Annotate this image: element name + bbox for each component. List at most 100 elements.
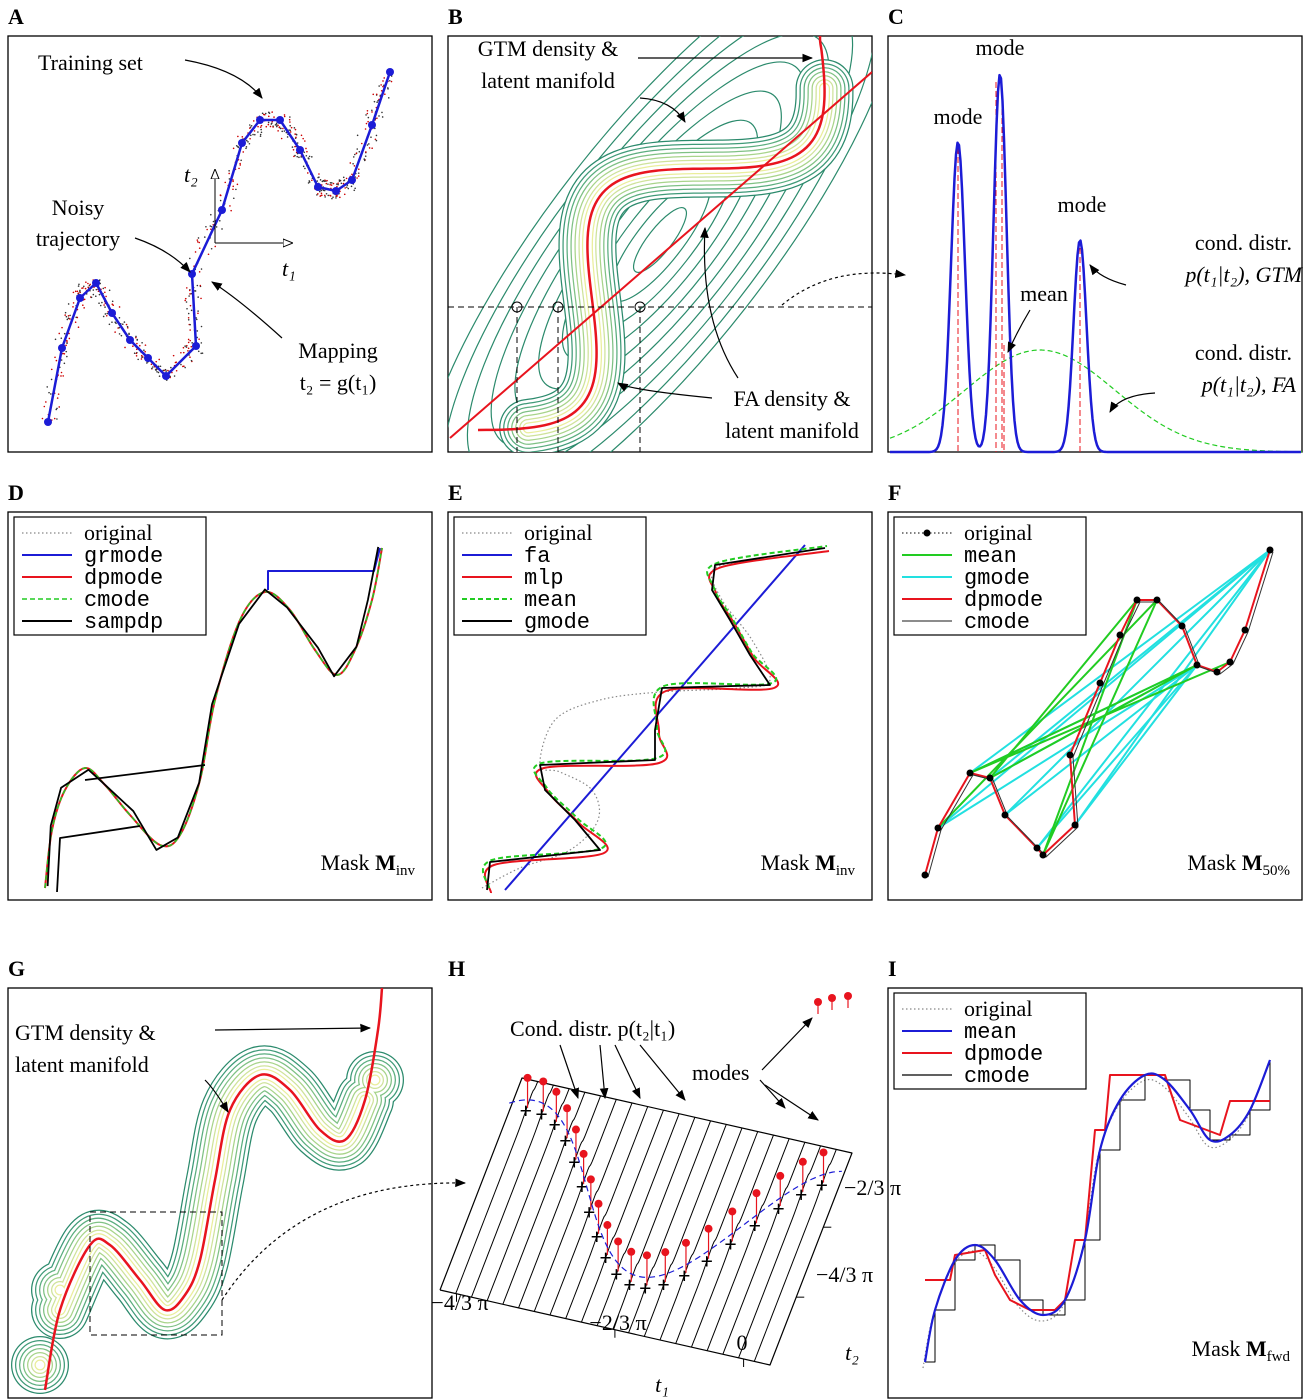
training-point <box>291 146 294 148</box>
mode-point <box>681 1238 690 1247</box>
training-point <box>302 165 305 168</box>
training-point <box>387 87 389 89</box>
trajectory-point <box>386 68 394 76</box>
training-point <box>198 271 201 273</box>
legend-label: mean <box>524 588 577 613</box>
original-point <box>1178 622 1186 630</box>
training-point <box>241 136 244 138</box>
training-point <box>206 228 208 231</box>
mode-point <box>586 1175 595 1184</box>
training-point <box>162 369 164 372</box>
mean-curve <box>923 1059 1272 1363</box>
annotation-arrow <box>639 1044 686 1101</box>
training-point <box>57 393 60 395</box>
training-point <box>286 136 289 138</box>
training-point <box>214 245 217 248</box>
conditional-curve <box>675 1131 759 1344</box>
training-point <box>198 247 201 249</box>
mlp-curve <box>483 550 830 894</box>
training-point <box>43 405 46 408</box>
training-point <box>111 300 114 303</box>
training-point <box>236 183 239 186</box>
training-point <box>279 127 282 130</box>
training-point <box>254 133 256 136</box>
training-point <box>336 195 338 197</box>
legend-label: original <box>524 520 592 545</box>
training-point <box>270 123 273 125</box>
training-point <box>219 199 222 202</box>
legend-label: dpmode <box>964 588 1043 613</box>
mask-word: Mask <box>1192 1336 1241 1361</box>
training-point <box>387 97 390 99</box>
mean-marker: + <box>816 1172 829 1197</box>
panel-frame <box>447 511 873 901</box>
training-point <box>337 183 339 186</box>
training-point <box>203 236 206 238</box>
original-point <box>966 769 974 777</box>
training-point <box>232 179 234 181</box>
training-point <box>189 356 191 358</box>
training-point <box>114 331 116 333</box>
training-point <box>187 318 190 321</box>
training-point <box>325 182 328 185</box>
mode-point <box>603 1221 612 1230</box>
training-point <box>288 129 290 131</box>
mask-symbol: M <box>1246 1336 1267 1361</box>
training-point <box>259 126 262 128</box>
training-point <box>271 111 273 113</box>
gmode-curve <box>486 547 826 891</box>
mode-point <box>642 1251 651 1260</box>
training-point <box>264 112 267 115</box>
training-point <box>319 195 322 197</box>
mask-label: Mask Minv <box>761 850 856 879</box>
mode-point <box>819 1148 828 1157</box>
training-point <box>190 359 193 362</box>
annotation: latent manifold <box>725 418 859 443</box>
fa-contour <box>538 90 782 390</box>
trajectory-point <box>92 279 100 287</box>
training-point <box>104 313 107 315</box>
trajectory-point <box>44 418 52 426</box>
training-point <box>232 185 235 188</box>
legend-label: cmode <box>964 610 1030 635</box>
training-point <box>62 352 64 355</box>
original-point <box>1066 751 1074 759</box>
training-point <box>232 188 234 191</box>
conditional-curve <box>628 1120 712 1334</box>
training-point <box>237 135 239 138</box>
training-point <box>124 346 126 349</box>
training-point <box>140 358 143 360</box>
gtm-conditional <box>890 73 1301 454</box>
mode-point <box>539 1077 548 1086</box>
training-point <box>260 131 263 134</box>
gmode-curve <box>969 549 1271 774</box>
training-point <box>68 337 71 340</box>
training-point <box>114 321 117 324</box>
training-point <box>156 370 158 373</box>
training-point <box>371 109 373 112</box>
annotation: t₁ <box>655 1372 669 1397</box>
conditional-curve <box>690 1134 774 1348</box>
mean-marker: + <box>548 1112 561 1137</box>
training-point <box>324 194 326 197</box>
training-point <box>342 176 345 179</box>
cmode-curve <box>927 551 1274 878</box>
training-point <box>210 213 212 216</box>
training-point <box>324 196 326 198</box>
legend-label: fa <box>524 544 550 569</box>
training-point <box>381 116 384 118</box>
trajectory-point <box>314 183 322 191</box>
training-point <box>295 133 298 136</box>
training-point <box>88 284 91 287</box>
training-point <box>375 93 378 96</box>
tick-label: −4/3 π <box>431 1290 488 1315</box>
training-point <box>194 251 197 253</box>
training-point <box>283 130 286 132</box>
training-point <box>390 80 393 83</box>
training-point <box>371 111 373 113</box>
training-point <box>378 115 380 117</box>
mode-point <box>661 1248 670 1257</box>
training-point <box>81 287 83 290</box>
training-point <box>277 124 279 127</box>
